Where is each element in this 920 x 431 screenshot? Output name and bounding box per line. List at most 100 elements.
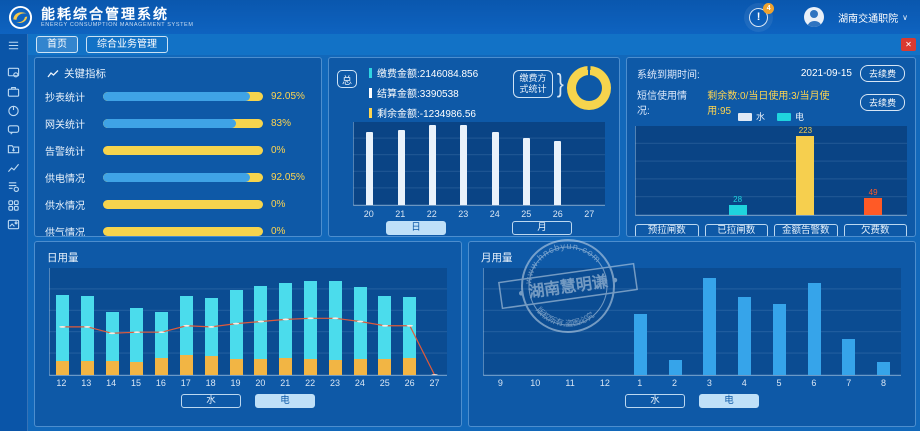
kpi-label: 抄表统计	[45, 92, 85, 104]
tab-home[interactable]: 首页	[36, 36, 78, 53]
arrears-count-button[interactable]: 欠费数	[843, 224, 907, 236]
bar	[554, 141, 562, 205]
bar-value-label: 28	[733, 195, 743, 205]
payment-by-day-chart	[353, 122, 605, 206]
bar	[523, 137, 531, 205]
tripped-count-button[interactable]: 已拉闸数	[704, 224, 768, 236]
kpi-label: 供电情况	[45, 173, 85, 185]
stat-text: 结算金额:3390538	[377, 89, 459, 100]
bar-segment	[353, 287, 367, 359]
bar-slot	[484, 268, 519, 375]
monthly-usage-title: 月用量	[481, 250, 513, 265]
x-tick-label: 3	[706, 378, 712, 388]
bar-slot	[298, 268, 323, 375]
bar-slot	[519, 268, 554, 375]
daily-usage-toggles: 水 电	[35, 394, 461, 408]
stacked-bar	[80, 268, 94, 375]
x-tick-label: 18	[205, 378, 216, 388]
briefcase-icon[interactable]	[5, 84, 23, 98]
bar-segment	[155, 357, 169, 375]
system-expiry-date: 2021-09-15	[800, 68, 852, 79]
system-expiry-label: 系统到期时间:	[637, 70, 700, 81]
key-indicators-panel: 关键指标 抄表统计 92.05% 网关统计 83% 告警统计 0% 供电情况 9…	[34, 57, 322, 237]
x-tick-label: 26	[552, 209, 563, 219]
kpi-progress-track	[103, 145, 263, 155]
bar-slot	[224, 268, 249, 375]
kpi-progress-track	[103, 172, 263, 182]
bar	[366, 131, 374, 205]
amount-alarm-count-button[interactable]: 金额告警数	[774, 224, 838, 236]
key-indicators-title-text: 关键指标	[64, 68, 106, 80]
menu-icon[interactable]	[5, 38, 23, 52]
kpi-row-alarm: 告警统计 0%	[45, 144, 313, 158]
x-tick-label: 1	[637, 378, 643, 388]
bar	[842, 338, 856, 375]
bar-slot	[354, 122, 385, 205]
bar-value-label: 223	[798, 126, 813, 135]
renew-system-button[interactable]: 去续费	[859, 65, 905, 82]
bar-slot	[658, 268, 693, 375]
x-tick-label: 8	[881, 378, 887, 388]
bar-slot: 223	[772, 126, 840, 215]
close-tab-button[interactable]: ✕	[901, 38, 916, 51]
bar-segment	[328, 360, 342, 375]
power-icon[interactable]	[5, 103, 23, 117]
kpi-row-gas-supply: 供气情况 0%	[45, 225, 313, 237]
sms-usage-row: 短信使用情况: 剩余数:0/当日使用:3/当月使用:95 去续费	[637, 87, 905, 117]
bar-segment	[403, 296, 417, 358]
x-tick-label: 19	[230, 378, 241, 388]
renew-sms-button[interactable]: 去续费	[859, 93, 905, 111]
bar-segment	[130, 362, 144, 375]
kpi-percent: 92.05%	[271, 171, 305, 183]
alert-category-buttons: 预拉闸数 已拉闸数 金额告警数 欠费数	[635, 224, 907, 236]
line-chart-icon[interactable]	[5, 160, 23, 174]
electric-toggle-button[interactable]: 电	[255, 394, 315, 408]
stat-settled-amount: 结算金额:3390538	[369, 85, 478, 100]
x-tick-label: 25	[379, 378, 390, 388]
month-toggle-button[interactable]: 月	[512, 221, 572, 235]
legend-marker	[369, 107, 372, 118]
bar-segment	[179, 354, 193, 375]
org-dropdown[interactable]: 湖南交通职院 ∨	[838, 10, 908, 25]
bar-slot	[511, 122, 542, 205]
monthly-usage-panel: 月用量 9 10 11 12 1 2 3 4 5 6 7 8 水 电	[468, 241, 916, 427]
report-settings-icon[interactable]	[5, 179, 23, 193]
monitor-gear-icon[interactable]	[5, 65, 23, 79]
bar-slot	[373, 268, 398, 375]
kpi-percent: 0%	[271, 225, 286, 237]
water-swatch	[737, 112, 752, 121]
message-icon[interactable]	[5, 122, 23, 136]
stacked-bar	[204, 268, 218, 375]
tab-business-management[interactable]: 综合业务管理	[86, 36, 168, 53]
water-toggle-button[interactable]: 水	[181, 394, 241, 408]
grid-icon[interactable]	[5, 198, 23, 212]
stacked-bar	[105, 268, 119, 375]
x-tick-label: 4	[741, 378, 747, 388]
electric-toggle-button[interactable]: 电	[699, 394, 759, 408]
pre-trip-count-button[interactable]: 预拉闸数	[635, 224, 699, 236]
water-toggle-button[interactable]: 水	[625, 394, 685, 408]
bar-slot	[448, 122, 479, 205]
bar-segment	[304, 358, 318, 375]
bar	[428, 124, 436, 205]
bar-slot	[75, 268, 100, 375]
kpi-percent: 92.05%	[271, 90, 305, 102]
system-expiry-row: 系统到期时间: 2021-09-15 去续费	[637, 65, 905, 82]
bar	[807, 282, 821, 375]
folder-download-icon[interactable]	[5, 141, 23, 155]
image-settings-icon[interactable]	[5, 217, 23, 231]
bar-segment	[229, 290, 243, 359]
x-tick-label: 12	[599, 378, 610, 388]
daily-usage-chart	[49, 268, 447, 376]
legend-marker	[369, 87, 372, 98]
bar-segment	[378, 295, 392, 359]
bar-slot	[636, 126, 704, 215]
user-avatar[interactable]	[804, 7, 825, 27]
x-tick-label: 7	[846, 378, 852, 388]
bar-slot	[397, 268, 422, 375]
x-tick-label: 6	[811, 378, 817, 388]
key-indicators-title: 关键指标	[47, 66, 106, 81]
stacked-bar	[229, 268, 243, 375]
notification-bell-icon[interactable]: ! 4	[749, 2, 775, 27]
day-toggle-button[interactable]: 日	[386, 221, 446, 235]
